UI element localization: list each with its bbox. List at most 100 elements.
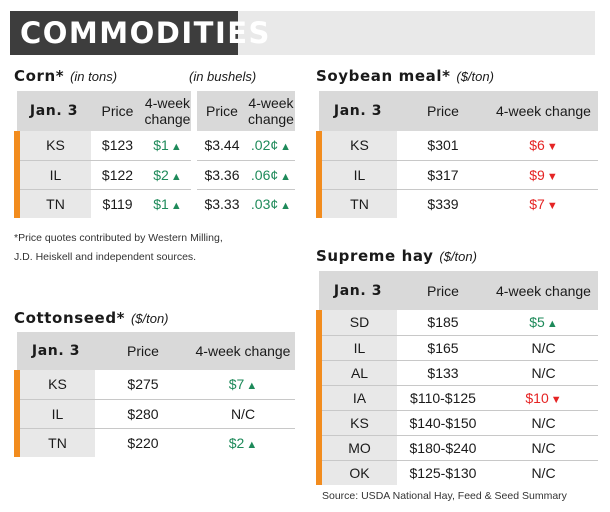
arrow-up-icon: ▲ — [280, 170, 292, 183]
corn-header-change-bu: 4-week change — [247, 91, 295, 131]
table-row: IL $317 $9 ▼ — [316, 159, 598, 189]
change-cell: $7 ▲ — [191, 370, 295, 399]
corn-table: Jan. 3 Price 4-week change Price 4-week … — [14, 91, 295, 218]
corn-header-date: Jan. 3 — [17, 91, 91, 131]
change-value: $1 — [153, 195, 169, 212]
corn-header-gap — [191, 91, 197, 131]
footnote-line-1: *Price quotes contributed by Western Mil… — [14, 232, 223, 244]
price-cell: $3.36 — [197, 159, 247, 189]
gap-cell — [191, 189, 197, 218]
state-cell: KS — [316, 409, 397, 435]
soybean-header-date: Jan. 3 — [319, 91, 397, 131]
arrow-up-icon: ▲ — [246, 380, 258, 393]
change-cell: N/C — [489, 359, 598, 385]
change-value: .03¢ — [250, 195, 279, 212]
price-cell: $123 — [101, 137, 134, 154]
price-cell: $275 — [127, 376, 159, 393]
arrow-down-icon: ▼ — [546, 170, 558, 183]
change-value: $7 — [529, 195, 545, 212]
arrow-up-icon: ▲ — [170, 170, 182, 183]
price-cell: $180-$240 — [397, 434, 489, 460]
corn-header-change: 4-week change — [144, 91, 191, 131]
arrow-up-icon: ▲ — [280, 199, 292, 212]
state-cell: MO — [316, 434, 397, 460]
change-value: $2 — [153, 166, 169, 183]
price-cell: $119 — [91, 188, 144, 218]
table-row: KS $301 $6 ▼ — [316, 131, 598, 160]
soybean-unit: ($/ton) — [456, 69, 494, 84]
table-row: KS $123 $1 ▲ $3.44 .02¢ ▲ — [14, 131, 295, 160]
table-row: IA $110-$125 $10 ▼ — [316, 384, 598, 410]
table-row: KS $140-$150 N/C — [316, 409, 598, 435]
change-cell: $1 ▲ — [144, 188, 191, 218]
cottonseed-title: Cottonseed* ($/ton) — [14, 309, 169, 327]
change-cell: $2 ▲ — [144, 159, 191, 189]
corn-title: Corn* (in tons) — [14, 67, 117, 85]
cottonseed-header-date: Jan. 3 — [17, 332, 95, 370]
corn-unit-bushels: (in bushels) — [189, 69, 257, 84]
price-cell: $317 — [397, 159, 489, 189]
arrow-up-icon: ▲ — [546, 318, 558, 331]
state-cell: AL — [316, 359, 397, 385]
state-cell: OK — [316, 459, 397, 485]
corn-header-price-bu: Price — [197, 91, 247, 131]
corn-title-text: Corn* — [14, 67, 65, 85]
state-cell: IA — [316, 384, 397, 410]
price-cell: $339 — [397, 188, 489, 218]
change-value: $9 — [529, 166, 545, 183]
soybean-title-text: Soybean meal* — [316, 67, 451, 85]
arrow-up-icon: ▲ — [170, 199, 182, 212]
change-cell: $10 ▼ — [489, 384, 598, 410]
hay-table: Jan. 3 Price 4-week change SD $185 $5 ▲ I… — [316, 271, 598, 485]
price-cell: $165 — [397, 334, 489, 360]
state-cell: TN — [316, 188, 397, 218]
change-value: $1 — [153, 137, 169, 154]
price-cell: $3.33 — [197, 188, 247, 218]
soybean-header-row: Jan. 3 Price 4-week change — [319, 91, 598, 131]
state-cell: TN — [14, 427, 95, 457]
price-cell: $301 — [427, 137, 459, 154]
change-cell: N/C — [489, 334, 598, 360]
cottonseed-header-change: 4-week change — [191, 332, 295, 370]
arrow-down-icon: ▼ — [546, 141, 558, 154]
state-cell: IL — [14, 398, 95, 428]
soybean-header-change: 4-week change — [489, 91, 598, 131]
arrow-up-icon: ▲ — [170, 141, 182, 154]
change-cell: N/C — [191, 398, 295, 428]
arrow-up-icon: ▲ — [280, 141, 292, 154]
table-row: MO $180-$240 N/C — [316, 434, 598, 460]
gap-cell — [191, 160, 197, 189]
change-cell: .06¢ ▲ — [247, 159, 295, 189]
table-row: OK $125-$130 N/C — [316, 459, 598, 485]
table-row: SD $185 $5 ▲ — [316, 310, 598, 335]
change-cell: .02¢ ▲ — [247, 131, 295, 160]
state-cell: IL — [316, 159, 397, 189]
hay-header-row: Jan. 3 Price 4-week change — [319, 271, 598, 310]
price-cell: $110-$125 — [397, 384, 489, 410]
change-cell: $2 ▲ — [191, 427, 295, 457]
cottonseed-header-row: Jan. 3 Price 4-week change — [17, 332, 295, 370]
state-cell: SD — [316, 310, 397, 335]
change-cell: $6 ▼ — [489, 131, 598, 160]
price-cell: $185 — [427, 314, 459, 331]
change-value: $7 — [228, 376, 245, 393]
change-value: $5 — [529, 314, 545, 331]
table-row: IL $122 $2 ▲ $3.36 .06¢ ▲ — [14, 159, 295, 189]
table-row: KS $275 $7 ▲ — [14, 370, 295, 399]
corn-header-row: Jan. 3 Price 4-week change Price 4-week … — [17, 91, 295, 131]
price-cell: $140-$150 — [397, 409, 489, 435]
hay-header-change: 4-week change — [489, 271, 598, 310]
price-cell: $133 — [397, 359, 489, 385]
change-value: $6 — [529, 137, 545, 154]
price-cell: $122 — [91, 159, 144, 189]
source-note: Source: USDA National Hay, Feed & Seed S… — [322, 490, 567, 502]
state-cell: TN — [14, 188, 91, 218]
soybean-title: Soybean meal* ($/ton) — [316, 67, 494, 85]
corn-header-price: Price — [91, 91, 144, 131]
change-value: $2 — [228, 434, 245, 451]
hay-header-date: Jan. 3 — [319, 271, 397, 310]
price-cell: $3.44 — [204, 137, 240, 154]
change-cell: $9 ▼ — [489, 159, 598, 189]
arrow-down-icon: ▼ — [550, 393, 562, 406]
change-cell: $7 ▼ — [489, 188, 598, 218]
